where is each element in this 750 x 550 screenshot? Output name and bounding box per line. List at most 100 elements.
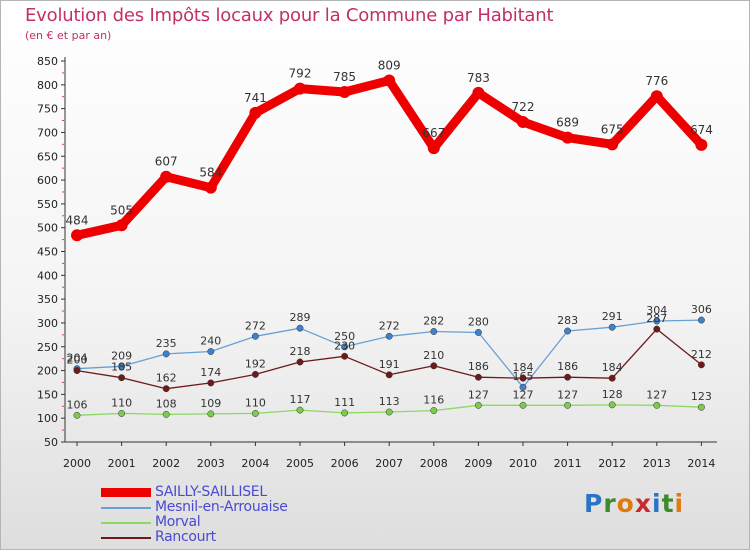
proxiti-logo: Proxiti [584, 489, 684, 518]
y-tick-label: 850 [37, 55, 58, 68]
logo-letter: t [661, 489, 675, 518]
data-label-sailly-saillisel: 674 [690, 123, 713, 137]
data-point-sailly-saillisel [383, 74, 396, 87]
data-point-morval [430, 407, 438, 415]
data-point-mesnil-en-arrouaise [653, 317, 661, 325]
logo-letter: P [584, 489, 604, 518]
data-point-rancourt [162, 385, 170, 393]
data-label-morval: 109 [200, 397, 221, 410]
data-point-sailly-saillisel [204, 181, 217, 194]
data-point-sailly-saillisel [517, 115, 529, 128]
x-tick-label: 2005 [286, 457, 314, 470]
data-label-mesnil-en-arrouaise: 235 [156, 337, 177, 350]
data-point-mesnil-en-arrouaise [207, 348, 215, 355]
x-tick-label: 2006 [331, 457, 359, 470]
data-label-rancourt: 191 [379, 358, 400, 371]
x-tick-label: 2007 [375, 457, 403, 470]
y-tick-label: 100 [37, 412, 58, 425]
data-label-sailly-saillisel: 741 [244, 91, 267, 105]
data-point-mesnil-en-arrouaise [697, 316, 705, 324]
x-tick-label: 2000 [63, 457, 91, 470]
data-label-rancourt: 192 [245, 357, 266, 370]
legend-label-mesnil-en-arrouaise: Mesnil-en-Arrouaise [155, 499, 288, 515]
data-point-morval [519, 401, 527, 409]
data-label-sailly-saillisel: 607 [155, 155, 178, 169]
data-point-sailly-saillisel [561, 131, 574, 144]
data-point-morval [474, 401, 482, 409]
data-point-mesnil-en-arrouaise [564, 327, 572, 335]
x-tick-label: 2009 [464, 457, 492, 470]
data-point-rancourt [653, 325, 661, 333]
data-point-sailly-saillisel [650, 90, 663, 103]
y-tick-label: 300 [37, 317, 58, 330]
data-label-sailly-saillisel: 505 [110, 203, 133, 217]
x-tick-label: 2010 [509, 457, 537, 470]
data-point-mesnil-en-arrouaise [608, 323, 616, 331]
data-label-sailly-saillisel: 484 [66, 213, 89, 227]
data-label-rancourt: 162 [156, 372, 177, 385]
data-point-morval [608, 401, 616, 409]
y-tick-label: 800 [37, 79, 58, 92]
y-tick-label: 200 [37, 365, 58, 378]
data-label-morval: 128 [602, 388, 623, 401]
data-label-rancourt: 287 [646, 312, 667, 325]
data-point-mesnil-en-arrouaise [341, 343, 349, 351]
data-label-morval: 113 [379, 395, 400, 408]
data-point-mesnil-en-arrouaise [251, 332, 259, 340]
y-tick-label: 500 [37, 222, 58, 235]
data-point-morval [296, 406, 304, 414]
data-point-mesnil-en-arrouaise [430, 328, 438, 335]
data-label-morval: 127 [468, 388, 489, 401]
data-point-rancourt [564, 373, 572, 381]
data-label-morval: 123 [691, 390, 712, 403]
data-label-mesnil-en-arrouaise: 289 [290, 311, 311, 324]
data-point-sailly-saillisel [606, 138, 619, 151]
data-label-morval: 111 [334, 396, 355, 409]
y-tick-label: 650 [37, 150, 58, 163]
data-point-sailly-saillisel [427, 142, 440, 155]
x-tick-label: 2011 [554, 457, 582, 470]
data-label-sailly-saillisel: 809 [378, 59, 401, 73]
data-point-morval [697, 403, 705, 411]
data-point-morval [207, 410, 215, 418]
data-point-rancourt [341, 352, 349, 360]
data-label-mesnil-en-arrouaise: 250 [334, 330, 355, 343]
data-point-morval [251, 409, 259, 417]
data-label-sailly-saillisel: 776 [645, 74, 668, 88]
data-point-morval [341, 409, 349, 417]
data-point-mesnil-en-arrouaise [385, 332, 393, 340]
data-point-rancourt [118, 374, 126, 382]
data-label-mesnil-en-arrouaise: 272 [245, 319, 266, 332]
legend-label-sailly-saillisel: SAILLY-SAILLISEL [155, 484, 267, 500]
data-point-rancourt [608, 374, 616, 382]
data-point-morval [118, 409, 126, 417]
data-label-mesnil-en-arrouaise: 282 [423, 315, 444, 328]
x-tick-label: 2003 [197, 457, 225, 470]
data-label-sailly-saillisel: 689 [556, 116, 579, 130]
logo-letter: x [634, 489, 652, 518]
data-point-rancourt [296, 358, 304, 366]
data-point-morval [564, 401, 572, 409]
data-label-rancourt: 218 [290, 345, 311, 358]
x-tick-label: 2004 [241, 457, 269, 470]
data-label-mesnil-en-arrouaise: 204 [67, 352, 88, 365]
data-label-mesnil-en-arrouaise: 291 [602, 310, 623, 323]
y-tick-label: 250 [37, 341, 58, 354]
logo-letter: r [603, 489, 617, 518]
data-label-morval: 108 [156, 397, 177, 410]
data-point-sailly-saillisel [472, 86, 485, 99]
data-point-rancourt [697, 361, 705, 369]
data-label-rancourt: 184 [602, 361, 623, 374]
data-point-morval [73, 411, 81, 419]
x-tick-label: 2001 [108, 457, 136, 470]
data-point-sailly-saillisel [160, 170, 173, 183]
data-point-morval [385, 408, 393, 416]
data-label-rancourt: 230 [334, 339, 355, 352]
data-point-rancourt [519, 374, 527, 382]
data-label-sailly-saillisel: 722 [512, 100, 535, 114]
data-point-mesnil-en-arrouaise [296, 324, 304, 332]
y-tick-label: 150 [37, 388, 58, 401]
data-label-morval: 110 [111, 396, 132, 409]
data-point-rancourt [207, 379, 215, 387]
